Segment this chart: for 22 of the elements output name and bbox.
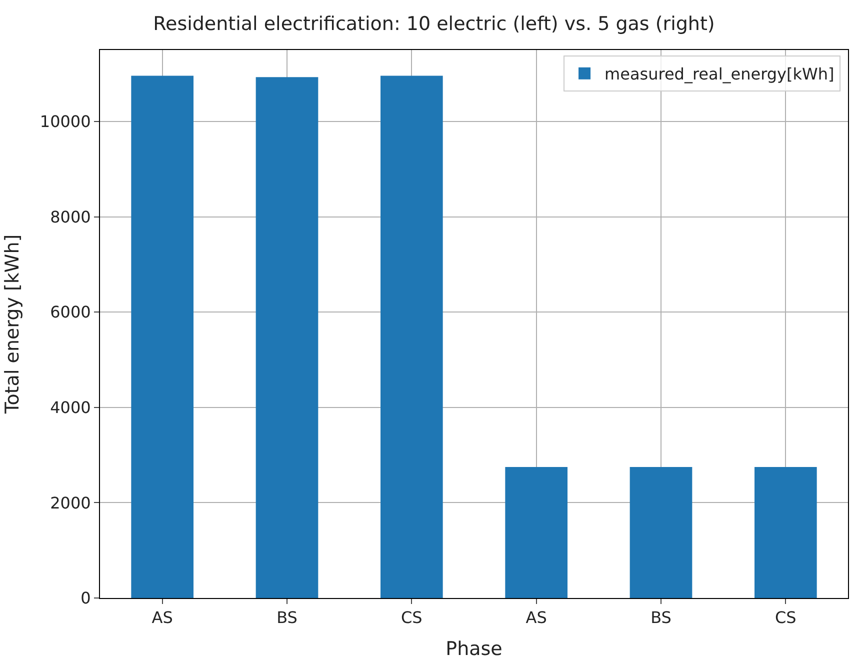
bar: [256, 77, 318, 598]
bar: [505, 466, 568, 598]
bar: [754, 466, 817, 598]
y-tick-label: 10000: [40, 112, 91, 132]
bar: [380, 76, 443, 598]
y-tick-label: 6000: [50, 302, 91, 322]
y-tick-label: 2000: [50, 493, 91, 512]
bar: [131, 76, 194, 598]
x-tick-label: AS: [152, 608, 173, 628]
bar: [630, 466, 692, 598]
y-tick-label: 4000: [50, 398, 91, 417]
x-axis-title: Phase: [446, 638, 502, 660]
x-tick-label: BS: [276, 608, 298, 628]
y-tick-label: 8000: [50, 207, 91, 226]
legend-label: measured_real_energy[kWh]: [604, 64, 834, 84]
x-tick-label: CS: [401, 608, 422, 628]
x-tick-label: BS: [650, 608, 672, 628]
y-axis-title: Total energy [kWh]: [2, 234, 24, 415]
x-tick-label: AS: [526, 608, 547, 628]
y-tick-label: 0: [80, 588, 91, 608]
chart-title: Residential electrification: 10 electric (left) vs. 5 gas (right): [153, 13, 715, 35]
x-tick-label: CS: [775, 608, 796, 628]
